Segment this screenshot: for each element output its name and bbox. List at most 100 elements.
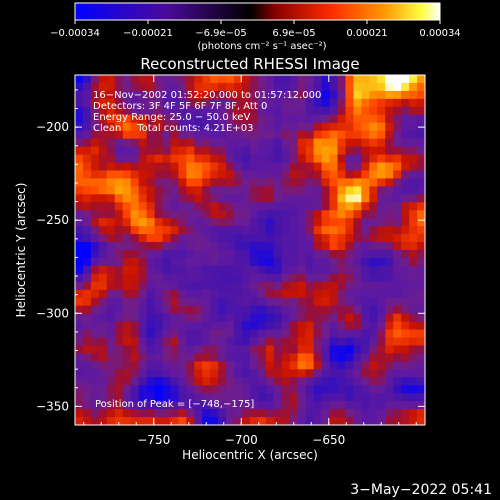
heatmap-cell (234, 210, 243, 219)
heatmap-cell (409, 186, 418, 195)
heatmap-cell (409, 361, 418, 370)
heatmap-cell (82, 297, 92, 307)
heatmap-cell (297, 154, 307, 164)
heatmap-cell (305, 90, 315, 100)
heatmap-cell (257, 369, 267, 378)
heatmap-cell (353, 377, 362, 386)
heatmap-cell (170, 297, 179, 307)
heatmap-cell (353, 162, 362, 172)
heatmap-cell (98, 361, 108, 370)
heatmap-cell (82, 305, 92, 315)
heatmap-cell (202, 154, 211, 164)
heatmap-cell (297, 273, 307, 283)
heatmap-cell (361, 82, 370, 92)
heatmap-cell (122, 353, 132, 362)
heatmap-cell (178, 122, 187, 132)
heatmap-cell (106, 210, 116, 219)
heatmap-cell (75, 114, 84, 124)
heatmap-cell (234, 313, 243, 323)
heatmap-cell (218, 186, 227, 195)
heatmap-cell (281, 409, 291, 418)
heatmap-cell (417, 210, 425, 219)
heatmap-cell (393, 98, 402, 108)
heatmap-cell (377, 321, 386, 331)
heatmap-cell (401, 369, 410, 378)
heatmap-cell (202, 361, 211, 370)
heatmap-cell (170, 337, 179, 347)
heatmap-cell (337, 313, 347, 323)
heatmap-cell (361, 321, 370, 331)
heatmap-cell (162, 321, 172, 331)
heatmap-cell (337, 305, 347, 315)
heatmap-cell (210, 82, 219, 92)
heatmap-cell (82, 345, 92, 354)
heatmap-cell (202, 90, 211, 100)
heatmap-cell (273, 98, 283, 108)
heatmap-cell (377, 265, 386, 275)
heatmap-cell (265, 90, 275, 100)
heatmap-cell (186, 75, 195, 84)
heatmap-cell (98, 82, 108, 92)
heatmap-cell (417, 186, 425, 195)
heatmap-cell (321, 218, 331, 227)
heatmap-cell (337, 273, 347, 283)
x-tick-label: −700 (225, 433, 258, 447)
heatmap-cell (82, 186, 92, 195)
heatmap-cell (226, 170, 235, 179)
heatmap-cell (130, 257, 140, 267)
heatmap-cell (297, 106, 307, 116)
heatmap-cell (409, 377, 418, 386)
heatmap-cell (401, 162, 410, 172)
heatmap-cell (417, 138, 425, 148)
heatmap-cell (170, 250, 179, 259)
heatmap-cell (361, 218, 370, 227)
heatmap-cell (138, 202, 148, 211)
colorbar-tick-label: −6.9e−05 (195, 28, 247, 39)
heatmap-cell (186, 409, 195, 418)
heatmap-cell (393, 377, 402, 386)
heatmap-cell (401, 106, 410, 116)
heatmap-cell (138, 361, 148, 370)
heatmap-cell (305, 154, 315, 164)
heatmap-cell (162, 401, 172, 410)
heatmap-cell (202, 242, 211, 251)
heatmap-cell (313, 226, 323, 235)
heatmap-cell (265, 265, 275, 275)
heatmap-cell (409, 218, 418, 227)
heatmap-cell (417, 170, 425, 179)
heatmap-cell (218, 114, 227, 124)
heatmap-cell (321, 377, 331, 386)
heatmap-cell (401, 305, 410, 315)
heatmap-cell (146, 226, 156, 235)
heatmap-cell (257, 154, 267, 164)
heatmap-cell (417, 369, 425, 378)
heatmap-cell (345, 321, 354, 331)
heatmap-cell (393, 170, 402, 179)
heatmap-cell (353, 345, 362, 354)
heatmap-cell (202, 82, 211, 92)
heatmap-cell (154, 146, 164, 156)
heatmap-cell (345, 281, 354, 291)
heatmap-cell (297, 186, 307, 195)
heatmap-cell (114, 281, 124, 291)
heatmap-cell (122, 393, 132, 402)
heatmap-cell (146, 122, 156, 132)
heatmap-cell (122, 273, 132, 283)
heatmap-cell (186, 417, 195, 425)
heatmap-cell (250, 321, 259, 331)
heatmap-cell (146, 409, 156, 418)
heatmap-cell (305, 377, 315, 386)
heatmap-cell (401, 417, 410, 425)
heatmap-cell (417, 154, 425, 164)
heatmap-cell (98, 369, 108, 378)
heatmap-cell (146, 194, 156, 203)
heatmap-cell (393, 234, 402, 243)
heatmap-cell (90, 393, 100, 402)
heatmap-cell (178, 250, 187, 259)
heatmap-cell (75, 329, 84, 339)
heatmap-cell (409, 257, 418, 267)
heatmap-cell (218, 289, 227, 299)
heatmap-cell (130, 401, 140, 410)
heatmap-cell (90, 273, 100, 283)
heatmap-cell (265, 385, 275, 394)
